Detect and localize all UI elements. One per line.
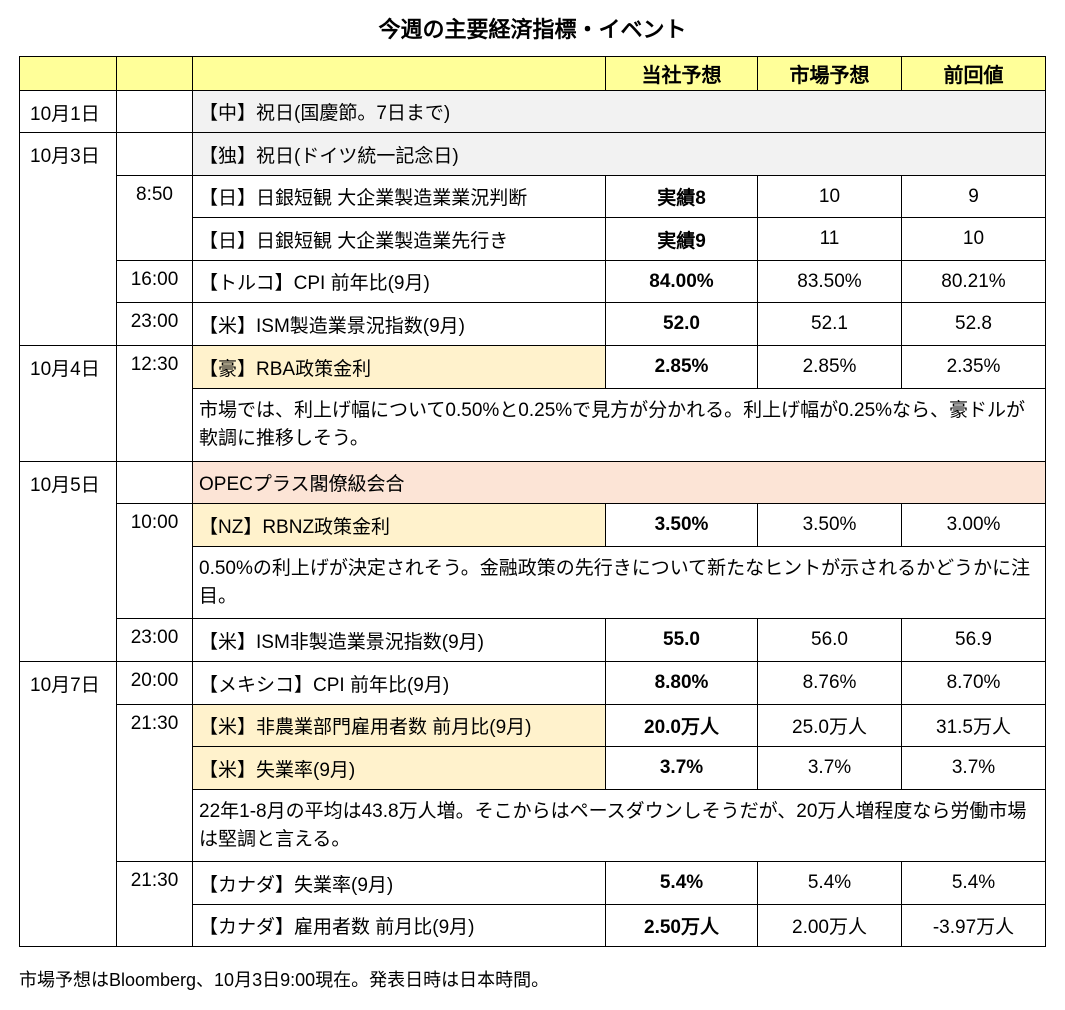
event-cell: 【豪】RBA政策金利 (192, 345, 606, 389)
market-cell: 52.1 (757, 302, 902, 346)
ours-cell: 20.0万人 (605, 704, 758, 747)
table-row: 市場では、利上げ幅について0.50%と0.25%で見方が分かれる。利上げ幅が0.… (20, 388, 1046, 462)
comment-cell: 22年1-8月の平均は43.8万人増。そこからはペースダウンしそうだが、20万人… (192, 789, 1046, 862)
prev-cell: 9 (901, 175, 1046, 218)
time-cell: 16:00 (116, 260, 193, 303)
header-time-cell (116, 56, 193, 91)
market-cell: 56.0 (757, 618, 902, 662)
time-cell (116, 90, 193, 133)
event-cell: OPECプラス閣僚級会合 (192, 461, 1046, 504)
prev-cell: 3.00% (901, 503, 1046, 547)
comment-cell: 市場では、利上げ幅について0.50%と0.25%で見方が分かれる。利上げ幅が0.… (192, 388, 1046, 462)
header-row: 当社予想 市場予想 前回値 (19, 56, 1046, 91)
table-row: 21:30 【カナダ】失業率(9月) 5.4% 5.4% 5.4% (20, 861, 1046, 947)
event-cell: 【NZ】RBNZ政策金利 (192, 503, 606, 547)
table-row: 21:30 【米】非農業部門雇用者数 前月比(9月) 20.0万人 25.0万人… (20, 704, 1046, 862)
event-cell: 【米】ISM非製造業景況指数(9月) (192, 618, 606, 662)
ours-cell: 84.00% (605, 260, 758, 303)
prev-cell: 31.5万人 (901, 704, 1046, 747)
page-title: 今週の主要経済指標・イベント (378, 18, 687, 43)
ours-cell: 5.4% (605, 861, 758, 905)
date-cell: 10月5日 (19, 461, 117, 662)
event-cell: 【日】日銀短観 大企業製造業先行き (192, 217, 606, 261)
prev-cell: 80.21% (901, 260, 1046, 303)
date-cell: 10月1日 (19, 90, 117, 133)
header-date-cell (19, 56, 117, 91)
time-cell: 21:30 (116, 704, 193, 862)
header-ours: 当社予想 (605, 56, 758, 91)
prev-cell: 8.70% (901, 661, 1046, 705)
prev-cell: 5.4% (901, 861, 1046, 905)
table-row: 10月4日 12:30 【豪】RBA政策金利 2.85% 2.85% 2.35% (19, 345, 1046, 462)
economic-calendar-table: 当社予想 市場予想 前回値 10月1日 【中】祝日(国慶節。7日まで) 10月3… (19, 56, 1046, 947)
date-cell: 10月3日 (19, 132, 117, 346)
table-row: 8:50 【日】日銀短観 大企業製造業業況判断 実績8 10 9 (20, 175, 1046, 261)
date-cell: 10月4日 (19, 345, 117, 462)
table-row: 10月5日 OPECプラス閣僚級会合 (19, 461, 1046, 662)
time-cell: 12:30 (116, 345, 193, 462)
prev-cell: 52.8 (901, 302, 1046, 346)
prev-cell: 3.7% (901, 746, 1046, 790)
market-cell: 8.76% (757, 661, 902, 705)
table-row: 10月1日 【中】祝日(国慶節。7日まで) (19, 90, 1046, 133)
prev-cell: -3.97万人 (901, 904, 1046, 947)
event-cell: 【メキシコ】CPI 前年比(9月) (192, 661, 606, 705)
table-row: 10月7日 20:00 【メキシコ】CPI 前年比(9月) 8.80% 8.76… (19, 661, 1046, 947)
prev-cell: 2.35% (901, 345, 1046, 389)
market-cell: 3.50% (757, 503, 902, 547)
market-cell: 11 (757, 217, 902, 261)
ours-cell: 2.50万人 (605, 904, 758, 947)
table-row: 【カナダ】雇用者数 前月比(9月) 2.50万人 2.00万人 -3.97万人 (20, 904, 1046, 947)
table-row: 16:00 【トルコ】CPI 前年比(9月) 84.00% 83.50% 80.… (20, 260, 1046, 303)
ours-cell: 52.0 (605, 302, 758, 346)
table-row: 0.50%の利上げが決定されそう。金融政策の先行きについて新たなヒントが示される… (20, 546, 1046, 619)
ours-cell: 3.7% (605, 746, 758, 790)
event-cell: 【米】失業率(9月) (192, 746, 606, 790)
footnote: 市場予想はBloomberg、10月3日9:00現在。発表日時は日本時間。 (19, 970, 550, 990)
table-row: 10月3日 【独】祝日(ドイツ統一記念日) (19, 132, 1046, 346)
market-cell: 2.00万人 (757, 904, 902, 947)
event-cell: 【米】非農業部門雇用者数 前月比(9月) (192, 704, 606, 747)
event-cell: 【米】ISM製造業景況指数(9月) (192, 302, 606, 346)
event-cell: 【トルコ】CPI 前年比(9月) (192, 260, 606, 303)
event-cell: 【カナダ】雇用者数 前月比(9月) (192, 904, 606, 947)
table-row: 【米】失業率(9月) 3.7% 3.7% 3.7% (20, 746, 1046, 790)
prev-cell: 56.9 (901, 618, 1046, 662)
comment-cell: 0.50%の利上げが決定されそう。金融政策の先行きについて新たなヒントが示される… (192, 546, 1046, 619)
header-event-cell (192, 56, 606, 91)
market-cell: 2.85% (757, 345, 902, 389)
table-row: 23:00 【米】ISM非製造業景況指数(9月) 55.0 56.0 56.9 (20, 618, 1046, 662)
table-row: 22年1-8月の平均は43.8万人増。そこからはペースダウンしそうだが、20万人… (20, 789, 1046, 862)
header-market: 市場予想 (757, 56, 902, 91)
ours-cell: 55.0 (605, 618, 758, 662)
prev-cell: 10 (901, 217, 1046, 261)
market-cell: 5.4% (757, 861, 902, 905)
market-cell: 3.7% (757, 746, 902, 790)
time-cell: 23:00 (116, 302, 193, 346)
header-prev: 前回値 (901, 56, 1046, 91)
ours-cell: 3.50% (605, 503, 758, 547)
time-cell: 21:30 (116, 861, 193, 947)
table-row: 23:00 【米】ISM製造業景況指数(9月) 52.0 52.1 52.8 (20, 302, 1046, 346)
market-cell: 25.0万人 (757, 704, 902, 747)
ours-cell: 実績8 (605, 175, 758, 218)
market-cell: 83.50% (757, 260, 902, 303)
time-cell: 8:50 (116, 175, 193, 261)
time-cell (116, 461, 193, 504)
table-row: 10:00 【NZ】RBNZ政策金利 3.50% 3.50% 3.00% (20, 503, 1046, 619)
ours-cell: 実績9 (605, 217, 758, 261)
event-cell: 【中】祝日(国慶節。7日まで) (192, 90, 1046, 133)
time-cell (116, 132, 193, 176)
market-cell: 10 (757, 175, 902, 218)
time-cell: 23:00 (116, 618, 193, 662)
table-row: 【日】日銀短観 大企業製造業先行き 実績9 11 10 (20, 217, 1046, 261)
date-cell: 10月7日 (19, 661, 117, 947)
ours-cell: 8.80% (605, 661, 758, 705)
event-cell: 【日】日銀短観 大企業製造業業況判断 (192, 175, 606, 218)
event-cell: 【独】祝日(ドイツ統一記念日) (192, 132, 1046, 176)
event-cell: 【カナダ】失業率(9月) (192, 861, 606, 905)
ours-cell: 2.85% (605, 345, 758, 389)
time-cell: 10:00 (116, 503, 193, 619)
time-cell: 20:00 (116, 661, 193, 705)
